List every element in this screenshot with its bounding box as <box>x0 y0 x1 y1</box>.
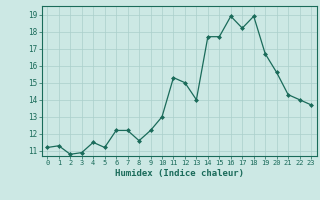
X-axis label: Humidex (Indice chaleur): Humidex (Indice chaleur) <box>115 169 244 178</box>
